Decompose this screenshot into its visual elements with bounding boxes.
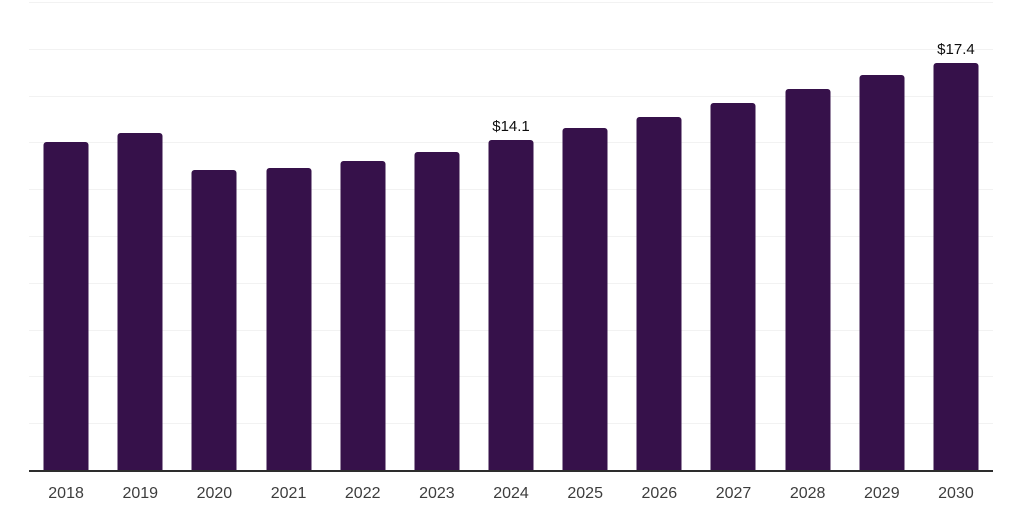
- bar: [785, 88, 831, 470]
- x-tick-label: 2025: [567, 485, 603, 502]
- bar: [191, 170, 237, 470]
- bar: [636, 116, 682, 470]
- bar-slot: [845, 2, 919, 470]
- bar-slot: $17.4: [919, 2, 993, 470]
- bar: [266, 168, 312, 470]
- x-tick-label: 2024: [493, 485, 529, 502]
- gridline: [29, 95, 993, 97]
- bar-slot: [103, 2, 177, 470]
- x-axis-line: [29, 470, 993, 472]
- bar-slot: [548, 2, 622, 470]
- gridline: [29, 2, 993, 3]
- bar-slot: [696, 2, 770, 470]
- bar-slot: [326, 2, 400, 470]
- bar: [488, 140, 534, 470]
- bars-container: $14.1 $17.4: [29, 2, 993, 470]
- x-tick-label: 2021: [270, 485, 307, 502]
- x-tick-label: 2018: [48, 485, 84, 502]
- bar: [43, 142, 89, 470]
- x-tick-label: 2026: [641, 485, 678, 502]
- x-tick-label: 2022: [344, 485, 381, 502]
- x-tick-label: 2023: [419, 485, 455, 502]
- bar-value-label: $14.1: [492, 118, 530, 136]
- bar: [340, 161, 386, 470]
- bar-slot: [177, 2, 251, 470]
- bar: [933, 62, 979, 470]
- bar-slot: $14.1: [474, 2, 548, 470]
- bar-slot: [29, 2, 103, 470]
- bar: [710, 102, 756, 470]
- x-tick-label: 2029: [864, 485, 900, 502]
- x-axis-labels: 2018 2019 2020 2021 2022 2023 2024 2025 2026 2027…: [29, 484, 993, 504]
- bar: [562, 128, 608, 470]
- x-tick-label: 2028: [789, 485, 826, 502]
- bar-value-label: $17.4: [937, 40, 975, 58]
- gridline: [29, 48, 993, 50]
- bar-slot: [622, 2, 696, 470]
- bar: [117, 133, 163, 470]
- x-tick-label: 2030: [938, 485, 974, 502]
- bar: [414, 151, 460, 470]
- bar-slot: [771, 2, 845, 470]
- bar: [859, 74, 905, 470]
- x-tick-label: 2019: [122, 485, 159, 502]
- x-tick-label: 2020: [196, 485, 233, 502]
- plot-area: $14.1 $17.4: [29, 2, 993, 470]
- bar-slot: [400, 2, 474, 470]
- bar-slot: [251, 2, 325, 470]
- x-tick-label: 2027: [715, 485, 752, 502]
